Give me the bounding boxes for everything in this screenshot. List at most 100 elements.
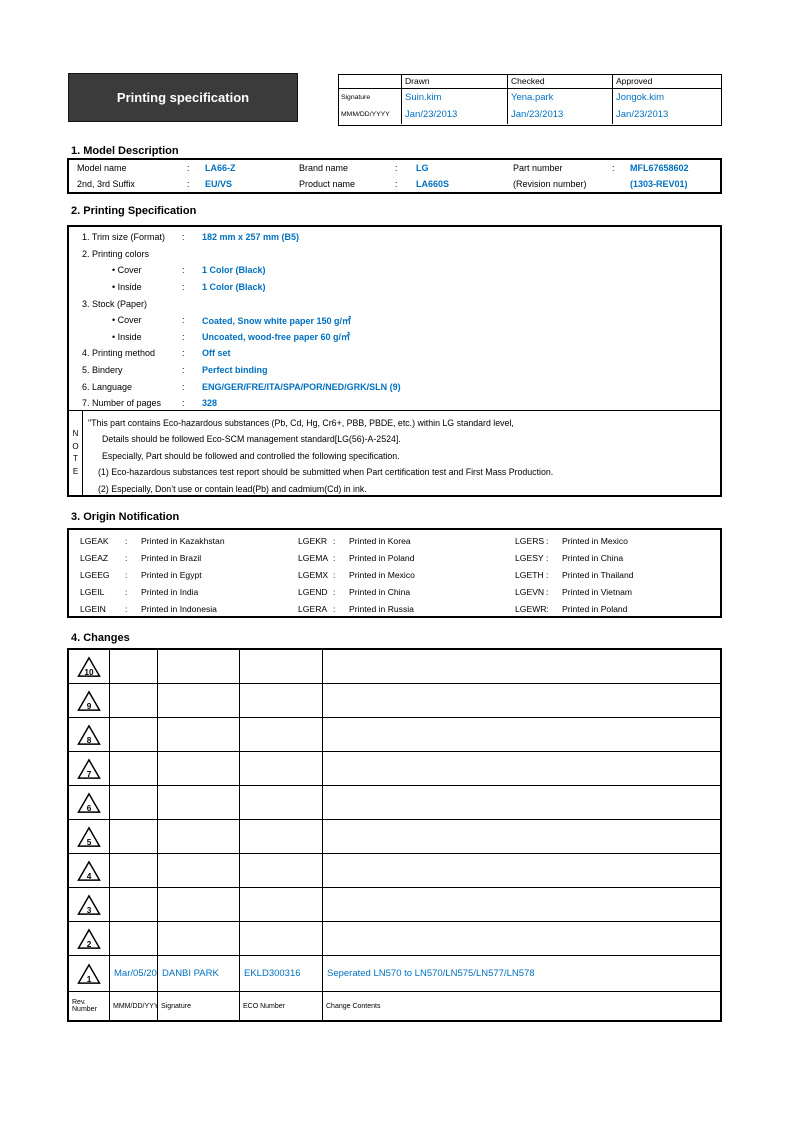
origin-code: LGEMX — [298, 570, 329, 581]
spec-value: 1 Color (Black) — [202, 265, 266, 276]
colon: : — [333, 553, 336, 564]
change-signature — [158, 718, 240, 751]
revision-triangle-icon: 8 — [77, 723, 101, 745]
change-date — [110, 718, 158, 751]
origin-entry: LGERA : Printed in Russia — [297, 601, 514, 618]
origin-desc: Printed in Mexico — [562, 536, 628, 547]
colon: : — [333, 604, 336, 614]
svg-text:4: 4 — [87, 871, 92, 880]
note-line: Especially, Part should be followed and … — [102, 450, 400, 461]
change-date — [110, 854, 158, 887]
origin-entry: LGEVN : Printed in Vietnam — [514, 584, 720, 601]
colon: : — [125, 604, 128, 614]
part-number-value: MFL67658602 — [630, 163, 689, 173]
revision-marker-cell: 5 — [69, 820, 110, 853]
approval-header-approved: Approved — [612, 75, 721, 88]
spec-value: 182 mm x 257 mm (B5) — [202, 232, 300, 243]
change-signature — [158, 854, 240, 887]
origin-code: LGEAZ — [80, 553, 109, 564]
revision-marker-cell: 6 — [69, 786, 110, 819]
origin-code: LGEND — [298, 587, 328, 598]
suffix-label: 2nd, 3rd Suffix — [77, 179, 135, 189]
colon: : — [182, 365, 185, 376]
colon: : — [125, 553, 128, 564]
revision-triangle-icon: 4 — [77, 859, 101, 881]
revision-marker-cell: 10 — [69, 650, 110, 683]
spec-label: • Cover — [112, 315, 142, 326]
origin-desc: Printed in China — [349, 587, 411, 598]
svg-text:6: 6 — [87, 803, 92, 812]
product-name-value: LA660S — [416, 179, 450, 189]
approval-header-row: Drawn Checked Approved — [339, 75, 721, 89]
colon: : — [182, 331, 185, 342]
origin-entry: LGEEG : Printed in Egypt — [69, 567, 297, 584]
colon: : — [546, 570, 549, 581]
colon: : — [182, 232, 185, 243]
origin-code: LGEEG — [80, 570, 110, 581]
colon: : — [395, 179, 398, 189]
origin-desc: Printed in Brazil — [141, 553, 202, 564]
change-signature — [158, 786, 240, 819]
checked-date: Jan/23/2013 — [511, 109, 564, 121]
printing-specification-table: 1. Trim size (Format) : 182 mm x 257 mm … — [67, 225, 722, 497]
colon: : — [546, 587, 549, 598]
svg-text:3: 3 — [87, 905, 92, 914]
approval-header-checked: Checked — [507, 75, 612, 88]
note-line: (2) Especially, Don’t use or contain lea… — [98, 483, 367, 494]
change-row-4: 4 — [69, 854, 720, 888]
origin-code: LGERS — [515, 536, 545, 547]
note-section: N O T E "This part contains Eco-hazardou… — [69, 410, 720, 495]
change-eco-number — [240, 820, 323, 853]
origin-entry: LGESY : Printed in China — [514, 550, 720, 567]
spec-label: 6. Language — [82, 381, 133, 392]
spec-stock-inside: • Inside : Uncoated, wood-free paper 60 … — [69, 329, 720, 346]
spec-stock-paper: 3. Stock (Paper) — [69, 295, 720, 312]
note-body: "This part contains Eco-hazardous substa… — [83, 411, 720, 495]
change-date — [110, 786, 158, 819]
change-row-9: 9 — [69, 684, 720, 718]
origin-desc: Printed in India — [141, 587, 199, 598]
change-eco-number — [240, 922, 323, 955]
spec-label: 7. Number of pages — [82, 398, 162, 409]
origin-entry: LGEMA : Printed in Poland — [297, 550, 514, 567]
colon: : — [182, 398, 185, 409]
change-signature: DANBI PARK — [158, 956, 240, 991]
change-row-2: 2 — [69, 922, 720, 956]
change-date — [110, 650, 158, 683]
revision-number-value: (1303-REV01) — [630, 179, 688, 189]
section-heading-changes: 4. Changes — [71, 632, 130, 644]
origin-code: LGEMA — [298, 553, 329, 564]
change-signature — [158, 650, 240, 683]
product-name-label: Product name — [299, 179, 356, 189]
change-contents — [323, 854, 720, 887]
svg-text:2: 2 — [87, 939, 92, 948]
approval-row-labels: Signature MMM/DD/YYYY — [339, 89, 401, 125]
change-row-8: 8 — [69, 718, 720, 752]
origin-notification-table: LGEAK : Printed in Kazakhstan LGEAZ : Pr… — [67, 528, 722, 618]
footer-date-label: MMM/DD/YYYY — [110, 992, 158, 1020]
revision-triangle-icon: 6 — [77, 791, 101, 813]
origin-desc: Printed in Vietnam — [562, 587, 633, 598]
spec-label: 3. Stock (Paper) — [82, 298, 148, 309]
revision-triangle-icon: 5 — [77, 825, 101, 847]
spec-label: • Inside — [112, 331, 142, 342]
change-contents — [323, 684, 720, 717]
revision-marker-cell: 9 — [69, 684, 110, 717]
spec-label: 4. Printing method — [82, 348, 156, 359]
origin-code: LGERA — [298, 604, 328, 614]
note-line: (1) Eco-hazardous substances test report… — [98, 467, 554, 478]
colon: : — [125, 570, 128, 581]
change-row-6: 6 — [69, 786, 720, 820]
document-title-box: Printing specification — [68, 73, 298, 122]
revision-triangle-icon: 3 — [77, 893, 101, 915]
note-letter: E — [72, 466, 79, 476]
spec-value: 328 — [202, 398, 218, 409]
footer-rev-number-label: Rev. Number — [69, 992, 110, 1020]
colon: : — [546, 553, 549, 564]
origin-desc: Printed in Egypt — [141, 570, 202, 581]
origin-code: LGEVN — [515, 587, 545, 598]
note-line: "This part contains Eco-hazardous substa… — [88, 418, 514, 428]
spec-bindery: 5. Bindery : Perfect binding — [69, 362, 720, 379]
change-date — [110, 752, 158, 785]
revision-marker-cell: 1 — [69, 956, 110, 991]
